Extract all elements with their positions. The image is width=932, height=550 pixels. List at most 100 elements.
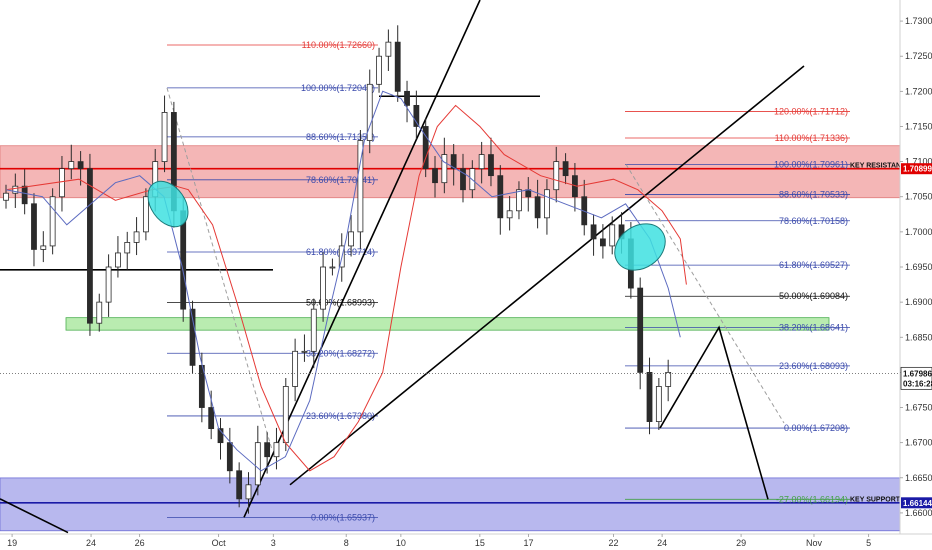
candle-14	[133, 217, 140, 256]
candle-47	[441, 137, 448, 194]
time-tick-label-12: Nov	[806, 538, 823, 548]
candle-65	[609, 216, 616, 255]
candle-body-26	[245, 484, 252, 500]
candle-2	[21, 169, 28, 215]
zone-green-box	[65, 317, 830, 331]
candle-body-32	[301, 350, 308, 353]
fib-left-label-8: 0.00%(1.65937)	[311, 512, 375, 522]
candle-54	[506, 196, 513, 231]
candle-57	[534, 179, 541, 229]
time-tick-label-13: 5	[866, 538, 871, 548]
candle-body-12	[115, 252, 121, 268]
price-tick-label-5: 1.70500	[905, 192, 932, 202]
current-price-value: 1.67986	[903, 369, 932, 378]
time-tick-label-2: 26	[135, 538, 145, 548]
candle-body-68	[637, 287, 644, 373]
candle-25	[236, 462, 243, 508]
candle-15	[142, 188, 149, 241]
candle-body-33	[310, 308, 317, 352]
candle-32	[301, 334, 308, 362]
candle-body-38	[357, 140, 364, 233]
candle-body-64	[599, 238, 606, 247]
candle-body-69	[646, 371, 653, 422]
candle-10	[96, 293, 103, 332]
candle-27	[254, 425, 261, 496]
time-tick-label-3: Oct	[212, 538, 227, 548]
fib-right-label-10: -27.00%(1.66194)	[776, 494, 848, 504]
time-tick-label-1: 24	[86, 538, 96, 548]
candle-body-14	[133, 231, 140, 243]
candle-38	[357, 129, 364, 249]
candle-69	[646, 357, 653, 435]
candle-body-17	[161, 112, 168, 163]
candle-40	[376, 47, 382, 93]
candle-22	[208, 390, 215, 440]
fib-right-label-0: 120.00%(1.71712)	[774, 107, 848, 117]
candle-body-65	[609, 224, 616, 247]
time-tick-label-5: 8	[344, 538, 349, 548]
candle-body-40	[376, 55, 382, 85]
price-tick-label-9: 1.68500	[905, 332, 932, 342]
candle-60	[562, 153, 569, 185]
highlight-ellipse-left	[147, 180, 189, 228]
fib-left-label-2: 88.60%(1.71352)	[306, 132, 375, 142]
candle-body-70	[655, 386, 662, 422]
candle-70	[655, 378, 662, 431]
candle-body-63	[590, 224, 597, 240]
candle-body-59	[553, 161, 560, 191]
candle-55	[516, 181, 522, 220]
candle-59	[553, 146, 560, 203]
candle-body-47	[441, 154, 448, 184]
candle-34	[320, 252, 326, 322]
time-tick-label-7: 15	[475, 538, 485, 548]
price-tick-label-0: 1.73000	[905, 16, 932, 26]
candle-body-0	[3, 192, 9, 201]
candle-20	[189, 300, 196, 374]
candle-64	[599, 224, 606, 259]
candle-9	[87, 153, 93, 336]
candle-52	[488, 137, 494, 187]
price-tick-label-6: 1.70000	[905, 227, 932, 237]
candle-44	[413, 90, 420, 140]
highlight-ellipse-right	[614, 223, 666, 271]
fib-left-label-7: 23.60%(1.67380)	[306, 411, 375, 421]
candle-31	[292, 338, 299, 402]
candle-body-28	[264, 442, 271, 458]
candle-13	[124, 231, 131, 270]
candle-6	[59, 155, 65, 212]
trendline-4	[0, 498, 69, 534]
candle-17	[161, 95, 168, 173]
zone-key-support	[0, 477, 901, 532]
candle-body-35	[329, 266, 336, 269]
key-support-badge-box	[901, 497, 932, 509]
candle-body-27	[254, 442, 261, 486]
candle-body-25	[236, 470, 243, 500]
time-axis-panel	[0, 534, 932, 550]
candle-7	[68, 144, 75, 180]
fib-right-label-3: 88.60%(1.70533)	[779, 189, 848, 199]
candle-45	[422, 118, 429, 178]
candle-body-5	[49, 196, 56, 247]
candle-body-8	[77, 161, 84, 170]
fib-left-label-5: 50.00%(1.68993)	[306, 298, 375, 308]
candle-body-71	[665, 371, 672, 387]
candle-body-45	[422, 126, 429, 170]
candle-body-10	[96, 301, 103, 324]
candle-body-39	[366, 83, 373, 141]
fib-left-label-1: 100.00%(1.72049)	[301, 83, 375, 93]
moving-average-1	[5, 90, 681, 472]
price-tick-label-12: 1.67000	[905, 438, 932, 448]
candle-body-46	[432, 168, 438, 184]
candle-body-51	[478, 154, 485, 170]
candle-body-37	[348, 231, 354, 247]
candle-body-23	[217, 428, 224, 444]
trendline-3	[289, 65, 805, 486]
fib-right-label-6: 50.00%(1.69084)	[779, 291, 848, 301]
time-tick-label-8: 17	[523, 538, 533, 548]
candle-body-13	[124, 242, 131, 254]
candle-51	[478, 141, 485, 184]
current-price-badge-box	[900, 366, 932, 390]
candle-body-52	[488, 154, 494, 177]
